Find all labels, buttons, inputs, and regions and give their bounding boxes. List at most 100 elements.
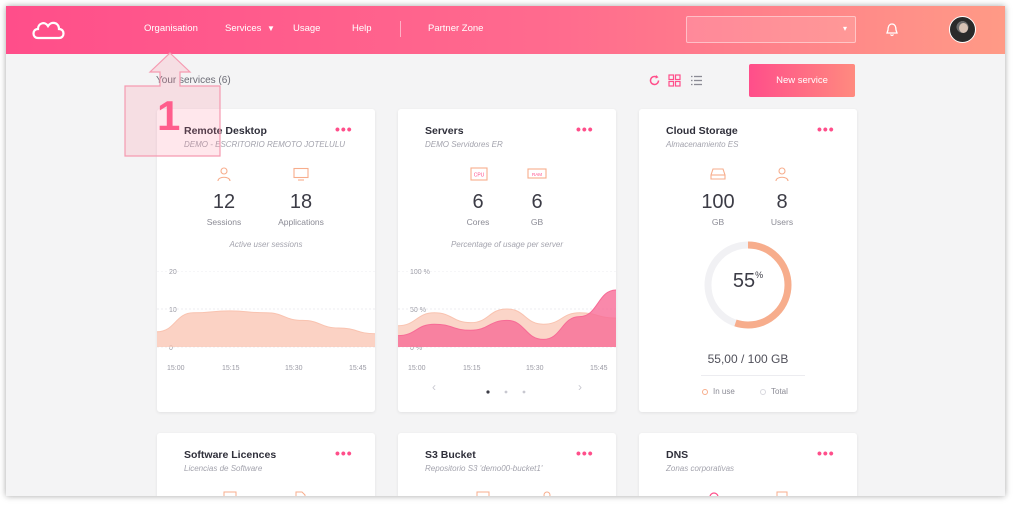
- grid-view-icon[interactable]: [668, 74, 681, 87]
- card-title: Cloud Storage: [666, 125, 738, 137]
- gauge-value: 55: [732, 270, 756, 292]
- nav-organisation[interactable]: Organisation: [144, 23, 198, 34]
- card-subtitle: Repositorio S3 'demo00-bucket1': [425, 464, 543, 473]
- y-tick-label: 0 %: [410, 345, 423, 352]
- user-icon: [543, 491, 551, 496]
- bucket-icon: [476, 491, 490, 496]
- series-line-1: [398, 308, 616, 327]
- card-subtitle: DEMO - ESCRITORIO REMOTO JOTELULU: [184, 140, 346, 149]
- applications-value: 18: [289, 191, 313, 213]
- gauge-unit: %: [755, 270, 764, 280]
- users-value: 8: [776, 191, 788, 213]
- nav-usage[interactable]: Usage: [293, 23, 321, 34]
- divider: [701, 375, 805, 376]
- nav-services[interactable]: Services: [225, 23, 262, 34]
- new-service-button[interactable]: New service: [749, 64, 855, 97]
- memory-value: 6: [531, 191, 543, 213]
- card-title: Servers: [425, 125, 464, 137]
- legend-dot: [760, 389, 766, 395]
- chevron-right-icon[interactable]: ›: [578, 380, 582, 394]
- document-icon: [776, 491, 788, 496]
- x-tick-label: 15:15: [222, 365, 240, 372]
- list-view-icon[interactable]: [690, 74, 703, 87]
- avatar[interactable]: [949, 16, 976, 43]
- remote-desktop-card[interactable]: Remote Desktop DEMO - ESCRITORIO REMOTO …: [157, 109, 375, 412]
- s3-bucket-card[interactable]: S3 Bucket Repositorio S3 'demo00-bucket1…: [398, 433, 616, 496]
- sessions-label: Sessions: [206, 217, 242, 227]
- x-tick-label: 15:30: [526, 365, 544, 372]
- storage-users-metric: 8 Users: [747, 167, 817, 231]
- pager-dot: [522, 390, 526, 394]
- pager-dots[interactable]: [484, 389, 528, 395]
- y-tick-label: 0: [169, 345, 173, 352]
- storage-total: 55,00 / 100 GB: [707, 352, 789, 366]
- series-area-1: [157, 310, 375, 347]
- cpu-icon-label: CPU: [474, 173, 485, 179]
- card-subtitle: Almacenamiento ES: [666, 140, 739, 149]
- y-tick-label: 20: [169, 269, 177, 276]
- card-title: DNS: [666, 449, 689, 461]
- cloud-logo-icon[interactable]: [30, 19, 68, 41]
- user-icon: [217, 167, 231, 181]
- more-options-icon[interactable]: •••: [817, 445, 835, 461]
- storage-usage-gauge: [704, 241, 792, 329]
- cores-value: 6: [472, 191, 484, 213]
- pager-dot: [504, 390, 508, 394]
- y-tick-label: 100 %: [410, 269, 430, 276]
- user-icon: [775, 167, 789, 181]
- sessions-value: 12: [212, 191, 236, 213]
- chevron-down-icon[interactable]: ▼: [267, 24, 275, 33]
- nav-divider: [400, 21, 401, 37]
- chevron-left-icon[interactable]: ‹: [432, 380, 436, 394]
- x-tick-label: 15:00: [167, 365, 185, 372]
- x-tick-label: 15:45: [590, 365, 608, 372]
- sessions-area-chart: [157, 271, 375, 348]
- sessions-metric: 12 Sessions: [189, 167, 259, 231]
- series-line-1: [157, 310, 375, 335]
- more-options-icon[interactable]: •••: [335, 121, 353, 137]
- document-icon: [295, 491, 306, 496]
- more-options-icon[interactable]: •••: [817, 121, 835, 137]
- x-tick-label: 15:45: [349, 365, 367, 372]
- refresh-icon[interactable]: [648, 74, 661, 87]
- card-subtitle: DEMO Servidores ER: [425, 140, 503, 149]
- nav-partner-zone[interactable]: Partner Zone: [428, 23, 484, 34]
- more-options-icon[interactable]: •••: [576, 445, 594, 461]
- services-heading: Your services (6): [156, 75, 231, 86]
- software-licences-card[interactable]: Software Licences Licencias de Software …: [157, 433, 375, 496]
- card-subtitle: Zonas corporativas: [666, 464, 735, 473]
- organisation-select[interactable]: ▾: [686, 16, 856, 43]
- bell-icon[interactable]: [885, 22, 899, 38]
- x-tick-label: 15:15: [463, 365, 481, 372]
- hard-drive-icon: [710, 168, 726, 180]
- x-tick-label: 15:00: [408, 365, 426, 372]
- card-title: Software Licences: [184, 449, 277, 461]
- licence-icon: [223, 491, 237, 496]
- more-options-icon[interactable]: •••: [335, 445, 353, 461]
- chart-caption: Active user sessions: [229, 240, 303, 249]
- top-navigation-bar: Organisation Services ▼ Usage Help Partn…: [6, 6, 1005, 54]
- more-options-icon[interactable]: •••: [576, 121, 594, 137]
- app-window: Organisation Services ▼ Usage Help Partn…: [6, 6, 1005, 496]
- gauge-percentage: 55%: [702, 270, 794, 293]
- card-title: S3 Bucket: [425, 449, 476, 461]
- legend-in-use: In use: [702, 387, 735, 396]
- chevron-down-icon: ▾: [842, 24, 847, 33]
- legend-dot: [702, 389, 708, 395]
- card-title: Remote Desktop: [184, 125, 267, 137]
- servers-card[interactable]: Servers DEMO Servidores ER ••• CPU 6 Cor…: [398, 109, 616, 412]
- server-usage-area-chart: [398, 271, 616, 348]
- nav-help[interactable]: Help: [352, 23, 372, 34]
- capacity-value: 100: [701, 191, 735, 213]
- x-tick-label: 15:30: [285, 365, 303, 372]
- tutorial-step-number: 1: [157, 92, 181, 139]
- tutorial-callout-arrow: [124, 52, 221, 157]
- users-label: Users: [770, 217, 794, 227]
- gauge-arc: [704, 241, 792, 329]
- ram-icon: RAM: [527, 168, 547, 179]
- memory-label: GB: [530, 217, 544, 227]
- monitor-icon: [293, 167, 309, 181]
- chart-caption: Percentage of usage per server: [450, 240, 564, 249]
- dns-card[interactable]: DNS Zonas corporativas •••: [639, 433, 857, 496]
- cloud-storage-card[interactable]: Cloud Storage Almacenamiento ES ••• 100 …: [639, 109, 857, 412]
